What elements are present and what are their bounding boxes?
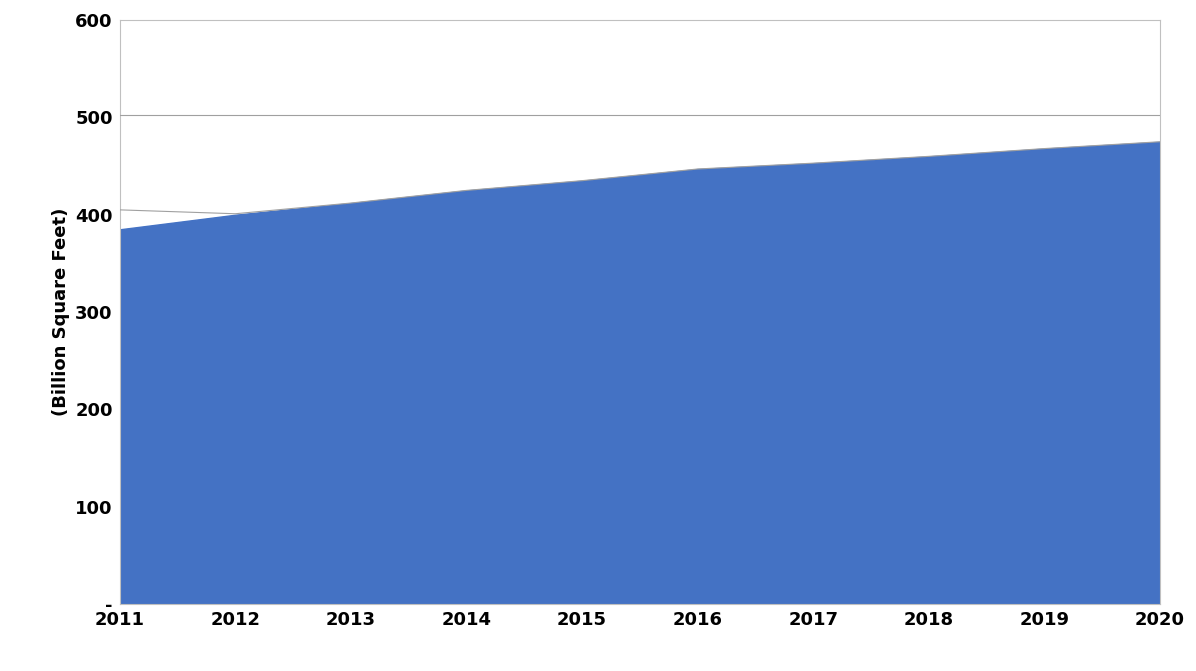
Y-axis label: (Billion Square Feet): (Billion Square Feet) (51, 208, 69, 416)
